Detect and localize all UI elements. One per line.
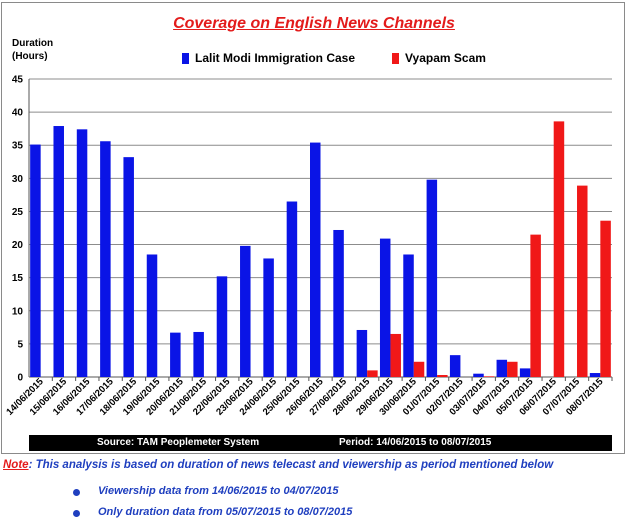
y-tick-label: 10 (12, 306, 24, 317)
bar-lalit-modi-24 (589, 373, 601, 377)
note-bullet-text: Only duration data from 05/07/2015 to 08… (98, 506, 353, 518)
bar-lalit-modi-10 (263, 258, 274, 377)
legend-label-vyapam: Vyapam Scam (405, 51, 486, 65)
note-label: Note (3, 459, 29, 471)
bar-vyapam-24 (600, 220, 611, 377)
bar-vyapam-20 (507, 361, 518, 377)
bar-vyapam-16 (413, 361, 425, 377)
bar-lalit-modi-0 (30, 144, 41, 377)
y-tick-label: 40 (12, 108, 24, 119)
bar-lalit-modi-8 (216, 276, 228, 377)
bar-lalit-modi-19 (473, 373, 484, 377)
legend-label-lalit-modi: Lalit Modi Immigration Case (195, 51, 356, 65)
y-axis-label-line-1: Duration (12, 38, 54, 49)
y-tick-label: 15 (12, 273, 24, 284)
note-text: : This analysis is based on duration of … (28, 459, 554, 471)
bar-vyapam-17 (437, 375, 448, 377)
bar-lalit-modi-20 (496, 359, 508, 377)
bar-lalit-modi-3 (100, 141, 111, 377)
bar-vyapam-15 (390, 333, 401, 377)
bar-lalit-modi-4 (123, 157, 134, 377)
y-tick-label: 35 (12, 141, 24, 152)
bar-lalit-modi-12 (310, 142, 321, 377)
bullet-dot (73, 489, 80, 496)
y-axis-label: Duration (Hours) (12, 37, 53, 63)
bar-vyapam-14 (367, 370, 378, 377)
bar-lalit-modi-9 (240, 245, 251, 377)
note-bullet-text: Viewership data from 14/06/2015 to 04/07… (98, 485, 339, 497)
bar-lalit-modi-15 (379, 238, 391, 377)
legend-swatch-vyapam (392, 52, 399, 64)
bar-lalit-modi-1 (53, 126, 64, 377)
bar-vyapam-23 (577, 185, 588, 377)
y-tick-label: 20 (12, 240, 24, 251)
source-text: Source: TAM Peoplemeter System (97, 437, 260, 448)
legend-swatch-lalit-modi (182, 52, 189, 64)
y-tick-label: 5 (17, 339, 23, 350)
bar-lalit-modi-17 (426, 179, 438, 377)
y-tick-label: 30 (12, 174, 24, 185)
period-text: Period: 14/06/2015 to 08/07/2015 (339, 437, 492, 448)
bar-vyapam-19 (483, 376, 495, 377)
bar-lalit-modi-14 (356, 329, 368, 377)
bar-lalit-modi-7 (193, 331, 204, 377)
source-bar: Source: TAM Peoplemeter System Period: 1… (29, 435, 612, 451)
bar-lalit-modi-6 (170, 332, 181, 377)
bar-lalit-modi-5 (146, 254, 158, 377)
bar-lalit-modi-18 (449, 355, 461, 377)
chart-title: Coverage on English News Channels (173, 15, 455, 32)
note: Note: This analysis is based on duration… (3, 459, 553, 471)
y-axis-label-line-2: (Hours) (12, 51, 48, 62)
y-tick-label: 0 (17, 373, 23, 384)
bullet-dot (73, 510, 80, 517)
bar-lalit-modi-2 (76, 129, 88, 377)
bar-lalit-modi-11 (286, 201, 298, 377)
bar-vyapam-22 (553, 121, 565, 377)
legend-item-vyapam: Vyapam Scam (392, 51, 486, 65)
bar-lalit-modi-21 (519, 368, 531, 377)
bar-vyapam-21 (530, 234, 541, 377)
y-tick-label: 25 (12, 207, 24, 218)
legend-item-lalit-modi: Lalit Modi Immigration Case (182, 51, 355, 65)
bar-lalit-modi-13 (333, 229, 344, 377)
y-tick-label: 45 (12, 75, 24, 86)
bar-lalit-modi-16 (403, 254, 414, 377)
